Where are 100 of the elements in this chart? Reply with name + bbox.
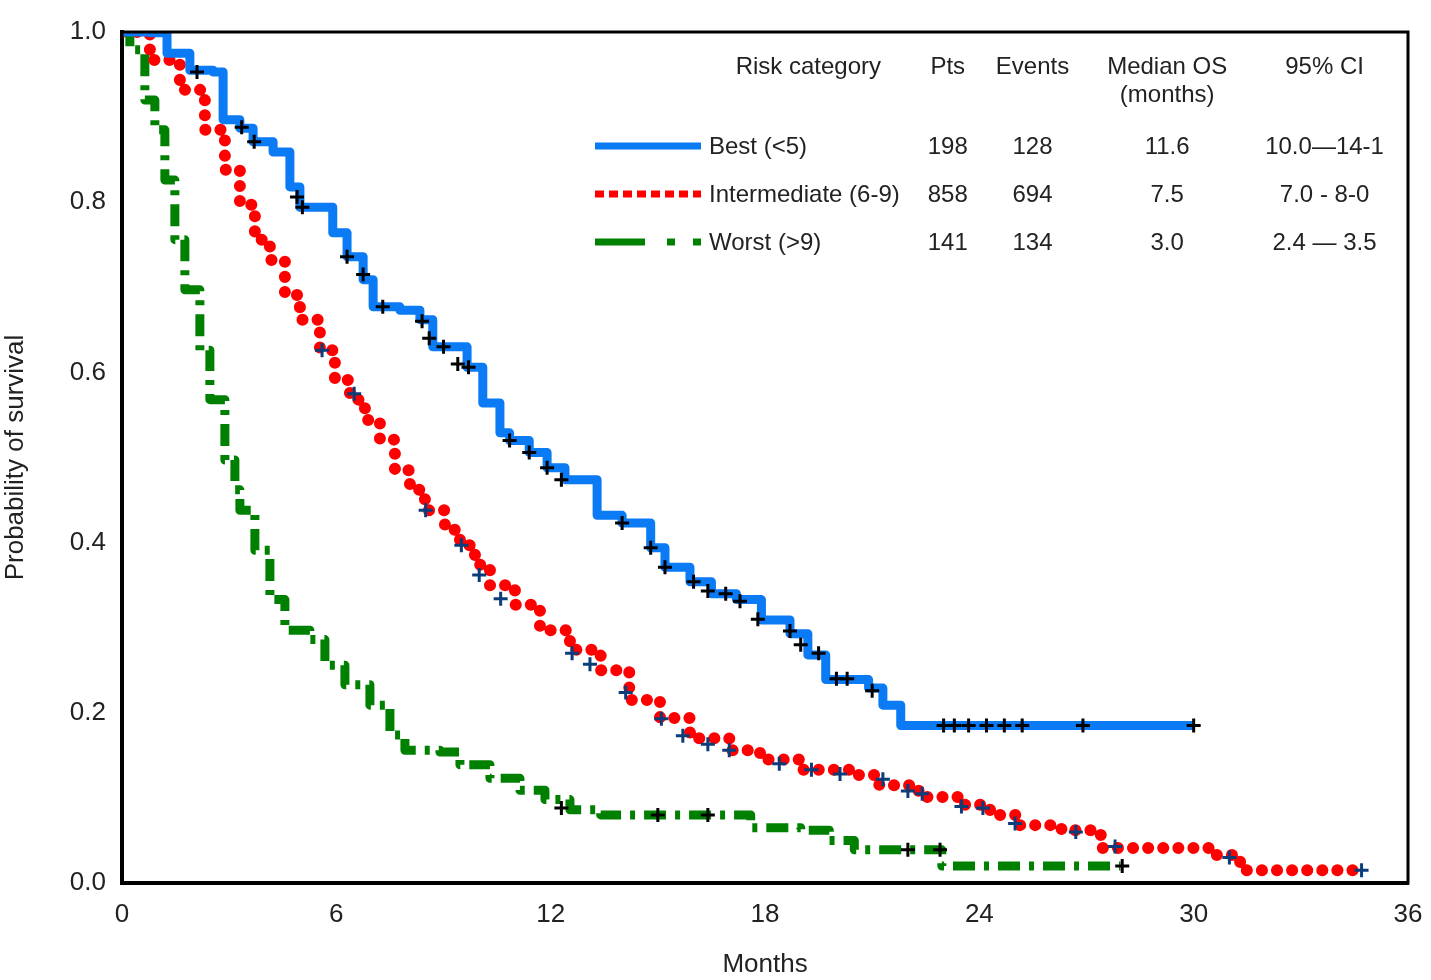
y-tick-label: 0.0 <box>69 866 106 897</box>
annotation: 95% CI <box>1284 52 1365 81</box>
point <box>874 770 892 788</box>
point <box>810 644 828 662</box>
y-tick-label: 0.4 <box>69 525 106 556</box>
point <box>470 566 488 584</box>
point <box>538 459 556 477</box>
point <box>642 539 660 557</box>
point <box>613 514 631 532</box>
point <box>374 298 392 316</box>
point <box>838 670 856 688</box>
point <box>781 622 799 640</box>
point <box>1113 857 1131 875</box>
annotation: 134 <box>1011 227 1054 257</box>
point <box>699 806 717 824</box>
point <box>435 338 452 356</box>
point <box>552 799 570 817</box>
point <box>1067 823 1085 841</box>
point <box>1013 717 1031 735</box>
annotation: 10.0—14-1 <box>1264 131 1385 161</box>
point <box>802 761 820 779</box>
legend-title: Risk category <box>734 52 883 81</box>
point <box>452 536 470 554</box>
point <box>863 682 881 700</box>
point <box>1220 848 1238 866</box>
point <box>977 717 995 735</box>
point <box>245 133 263 151</box>
point <box>960 717 978 735</box>
point <box>552 471 570 489</box>
x-tick-label: 30 <box>1179 897 1209 928</box>
point <box>770 755 788 773</box>
annotation: 7.0 - 8-0 <box>1278 179 1371 209</box>
annotation: Events <box>994 52 1071 81</box>
point <box>492 590 510 608</box>
point <box>652 710 670 728</box>
point <box>501 431 519 449</box>
legend-label: Best (<5) <box>708 131 809 161</box>
point <box>717 585 735 603</box>
annotation: Median OS (months) <box>1106 52 1229 109</box>
point <box>699 582 717 600</box>
point <box>413 312 431 330</box>
point <box>995 717 1013 735</box>
point <box>1006 814 1024 832</box>
point <box>674 727 692 745</box>
point <box>1353 861 1371 879</box>
point <box>345 385 363 403</box>
y-tick-label: 0.8 <box>69 185 106 216</box>
point <box>313 341 331 359</box>
point <box>731 592 749 610</box>
point <box>931 841 949 859</box>
annotation: 7.5 <box>1149 179 1185 209</box>
point <box>685 573 703 591</box>
point <box>720 741 738 759</box>
y-axis-title: Probability of survival <box>0 334 29 581</box>
point <box>420 329 438 347</box>
x-tick-label: 18 <box>750 897 780 928</box>
annotation: 694 <box>1011 179 1054 209</box>
point <box>354 266 372 284</box>
point <box>974 799 992 817</box>
annotation: 858 <box>926 179 969 209</box>
x-tick-label: 6 <box>329 897 344 928</box>
annotation: 128 <box>1011 131 1054 161</box>
point <box>417 501 435 519</box>
annotation: 198 <box>926 131 969 161</box>
point <box>617 683 635 701</box>
legend-label: Worst (>9) <box>708 227 823 257</box>
point <box>563 644 581 662</box>
point <box>952 797 970 815</box>
point <box>233 118 251 136</box>
point <box>749 610 767 628</box>
y-tick-label: 0.2 <box>69 695 106 726</box>
point <box>449 355 467 373</box>
x-tick-label: 36 <box>1393 897 1423 928</box>
point <box>460 358 478 376</box>
annotation: 3.0 <box>1149 227 1185 257</box>
point <box>656 558 674 576</box>
point <box>581 655 599 673</box>
y-tick-label: 0.6 <box>69 355 106 386</box>
x-axis-title: Months <box>722 947 808 978</box>
annotation: Pts <box>929 52 967 81</box>
annotation: 11.6 <box>1143 131 1191 161</box>
point <box>338 248 356 266</box>
y-tick-label: 1.0 <box>69 15 106 46</box>
legend-label: Intermediate (6-9) <box>708 179 901 209</box>
point <box>1106 837 1124 855</box>
point <box>899 841 917 859</box>
point <box>831 765 849 783</box>
point <box>699 735 717 753</box>
annotation: 2.4 — 3.5 <box>1271 227 1378 257</box>
annotation: 141 <box>926 227 969 257</box>
point <box>1074 717 1092 735</box>
point <box>1185 717 1203 735</box>
x-tick-label: 24 <box>964 897 994 928</box>
point <box>649 806 667 824</box>
point <box>520 443 538 461</box>
x-tick-label: 12 <box>536 897 566 928</box>
point <box>792 636 810 654</box>
point <box>188 63 206 81</box>
point <box>913 785 931 803</box>
point <box>899 782 917 800</box>
